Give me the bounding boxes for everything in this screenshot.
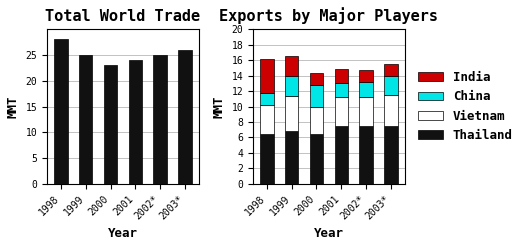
Title: Exports by Major Players: Exports by Major Players xyxy=(219,7,438,24)
Bar xyxy=(384,95,398,126)
Y-axis label: MMT: MMT xyxy=(213,95,226,118)
Bar xyxy=(79,55,92,184)
Bar xyxy=(360,82,373,97)
Bar xyxy=(310,73,323,85)
Bar xyxy=(310,134,323,184)
Bar xyxy=(129,60,142,184)
Bar xyxy=(334,69,348,83)
Bar xyxy=(334,97,348,126)
Bar xyxy=(384,76,398,95)
Bar xyxy=(360,97,373,126)
Bar xyxy=(285,131,298,184)
X-axis label: Year: Year xyxy=(314,227,344,240)
Bar xyxy=(384,126,398,184)
Bar xyxy=(334,126,348,184)
X-axis label: Year: Year xyxy=(108,227,138,240)
Bar xyxy=(260,105,274,134)
Bar xyxy=(178,50,192,184)
Bar xyxy=(153,55,167,184)
Bar xyxy=(360,126,373,184)
Bar xyxy=(285,97,298,131)
Bar xyxy=(260,93,274,105)
Bar xyxy=(260,134,274,184)
Bar xyxy=(54,40,68,184)
Bar xyxy=(310,106,323,134)
Bar xyxy=(384,64,398,76)
Bar xyxy=(285,56,298,76)
Bar xyxy=(334,83,348,97)
Bar xyxy=(104,65,118,184)
Bar xyxy=(285,76,298,97)
Legend: India, China, Vietnam, Thailand: India, China, Vietnam, Thailand xyxy=(413,66,518,147)
Y-axis label: MMT: MMT xyxy=(7,95,20,118)
Title: Total World Trade: Total World Trade xyxy=(46,9,201,24)
Bar xyxy=(360,70,373,82)
Bar xyxy=(260,59,274,93)
Bar xyxy=(310,85,323,106)
